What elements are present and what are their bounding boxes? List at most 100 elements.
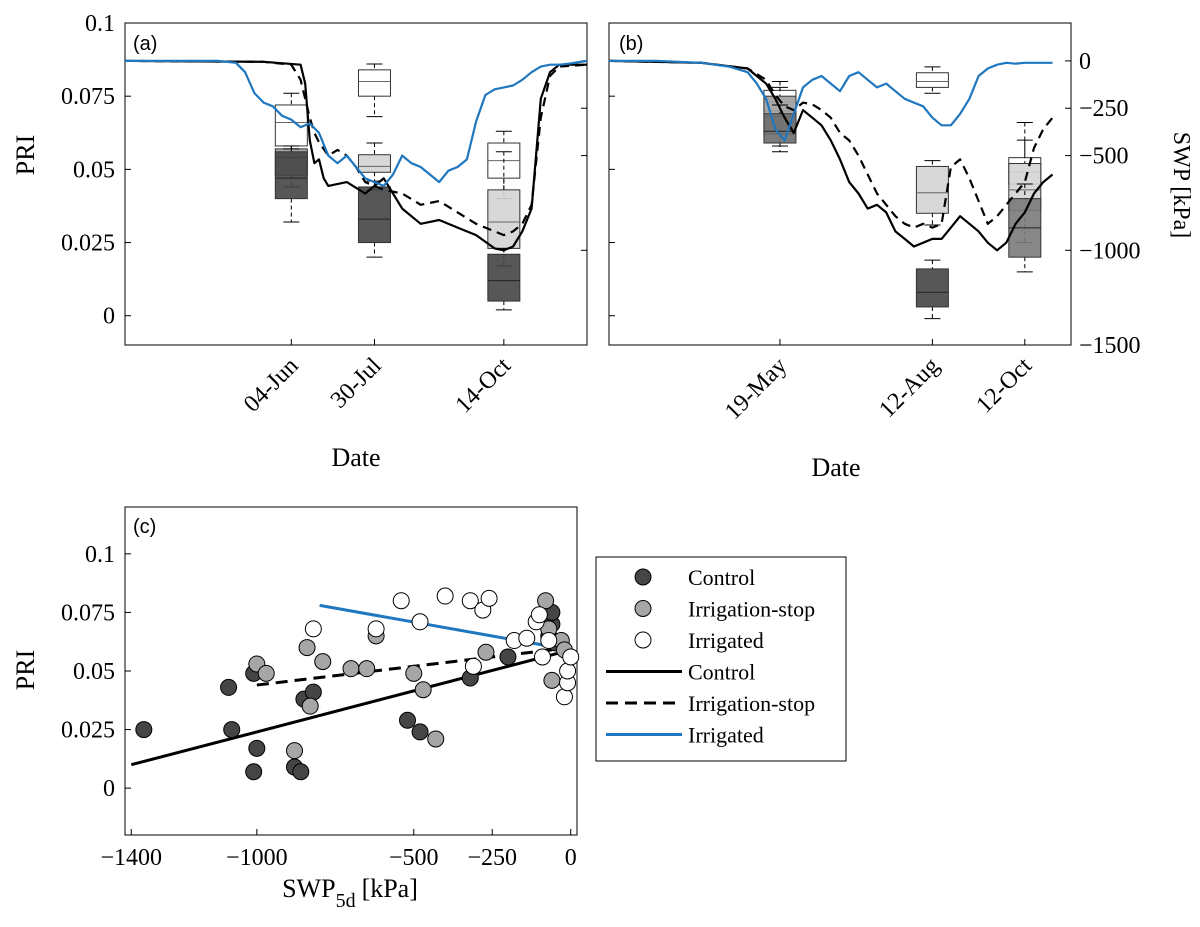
legend-item-irrigation-stop-marker: Irrigation-stop [634, 597, 815, 622]
c-y-tick-label: 0.1 [85, 542, 115, 568]
point-irrigated [464, 657, 482, 675]
legend-item-control-marker: Control [634, 565, 755, 590]
left-tick-label: 0 [103, 304, 115, 330]
x-tick-label-04-jun: 04-Jun [239, 353, 304, 418]
point-irrigation-stop [342, 660, 360, 678]
point-control [411, 723, 429, 741]
right-tick-label: 0 [1079, 49, 1091, 75]
c-x-tick-label: −500 [389, 845, 439, 871]
panel-c-chart: (c) PRI SWP5d [kPa] 0 0.025 0.05 0.075 0.1 −14… [11, 506, 847, 912]
box-30-jul-irrigated-iqr [357, 69, 391, 97]
point-irrigation-stop [543, 671, 561, 689]
point-irrigated [533, 648, 551, 666]
point-irrigation-stop [257, 664, 275, 682]
c-x-tick-label: −250 [467, 845, 517, 871]
point-control [304, 683, 322, 701]
fit-line-control [130, 648, 572, 767]
panel-c-x-axis-label-subscript: 5d [336, 890, 356, 912]
point-irrigated [461, 592, 479, 610]
point-control [135, 721, 153, 739]
box-30-jul-irrigated [357, 63, 391, 118]
c-y-tick-label: 0 [103, 776, 115, 802]
legend-label-control: Control [688, 565, 755, 590]
c-y-tick-label: 0.075 [61, 600, 115, 626]
point-irrigated [367, 620, 385, 638]
c-x-tick-label: −1000 [226, 845, 288, 871]
panel-b-x-axis-label: Date [811, 453, 860, 482]
legend-label-irrigated: Irrigated [688, 723, 764, 748]
panel-c-x-axis-label-unit: [kPa] [362, 874, 418, 903]
panel-a-x-axis-label: Date [331, 443, 380, 472]
panel-c-label: (c) [133, 516, 156, 538]
panel-b-plot-area [608, 22, 1072, 346]
point-control [245, 763, 263, 781]
panel-a-y-axis-label: PRI [11, 135, 40, 175]
point-control [499, 648, 517, 666]
box-12-aug-control-iqr [915, 268, 949, 308]
point-irrigated [392, 592, 410, 610]
panel-b-right-axis-label: SWP [kPa] [1168, 132, 1194, 238]
legend-label-irrigation-stop: Irrigation-stop [688, 691, 815, 716]
box-30-jul-control [357, 180, 391, 258]
box-12-aug-irrigation-stop [915, 160, 949, 226]
right-tick-label: −1500 [1079, 333, 1141, 359]
swp-line-control [124, 59, 587, 252]
box-12-aug-irrigated-iqr [915, 72, 949, 88]
c-x-tick-label: 0 [565, 845, 577, 871]
point-irrigated [480, 589, 498, 607]
box-14-oct-irrigation-stop-iqr [487, 189, 521, 249]
c-x-tick-label: −1400 [101, 845, 163, 871]
panel-c-legend-box [595, 556, 847, 762]
panel-a-chart: (a) PRI Date 0 0.025 0.05 0.075 0.1 04-Jun 30-… [11, 11, 588, 472]
right-tick-label: −500 [1079, 144, 1129, 170]
legend-item-irrigated-marker: Irrigated [634, 628, 764, 653]
point-irrigated [436, 587, 454, 605]
panel-a-label: (a) [133, 33, 157, 55]
legend-label-irrigation-stop: Irrigation-stop [688, 597, 815, 622]
point-irrigated [411, 613, 429, 631]
point-irrigation-stop [427, 730, 445, 748]
point-irrigated [530, 606, 548, 624]
right-tick-label: −250 [1079, 96, 1129, 122]
swp-line-irrigated [609, 59, 1053, 142]
box-14-oct-control-iqr [487, 253, 521, 302]
x-tick-label-12-aug: 12-Aug [874, 353, 944, 423]
point-irrigation-stop [414, 681, 432, 699]
left-tick-label: 0.025 [61, 231, 115, 257]
point-control [399, 711, 416, 729]
box-04-jun-control-iqr [274, 151, 308, 200]
legend-marker-irrigation-stop [634, 600, 652, 617]
left-tick-label: 0.1 [85, 11, 115, 37]
panel-b-chart: (b) SWP [kPa] Date 0 −250 −500 −1000 −1500 19… [608, 22, 1194, 482]
x-tick-label-30-jul: 30-Jul [326, 353, 387, 414]
x-tick-label-14-oct: 14-Oct [451, 353, 517, 419]
point-control [220, 678, 238, 696]
right-tick-label: −1000 [1079, 238, 1141, 264]
point-irrigation-stop [301, 697, 319, 715]
left-tick-label: 0.075 [61, 84, 115, 110]
box-04-jun-control [274, 148, 308, 223]
point-control [248, 739, 266, 757]
box-30-jul-irrigation-stop-iqr [357, 154, 391, 173]
legend-item-control-line: Control [606, 660, 755, 685]
panel-c-y-axis-label: PRI [11, 650, 40, 690]
legend-marker-irrigated [634, 631, 652, 649]
point-irrigated [559, 662, 577, 680]
c-y-tick-label: 0.05 [73, 659, 115, 685]
panel-c-x-axis-label-main: SWP [282, 874, 335, 903]
swp-line-control [608, 59, 1054, 252]
point-irrigated [304, 620, 322, 638]
point-irrigated [518, 629, 536, 647]
swp-line-irrigation-stop [124, 59, 588, 237]
legend-marker-control [634, 568, 652, 586]
swp-line-irrigation-stop [608, 59, 1054, 229]
point-control [292, 763, 310, 781]
box-12-aug-irrigation-stop-iqr [915, 165, 949, 214]
point-control [223, 721, 241, 739]
box-12-aug-irrigated [915, 66, 949, 94]
box-14-oct-irrigation-stop [487, 151, 521, 267]
box-30-jul-control-iqr [357, 186, 391, 244]
legend-label-control: Control [688, 660, 755, 685]
c-y-tick-label: 0.025 [61, 718, 115, 744]
